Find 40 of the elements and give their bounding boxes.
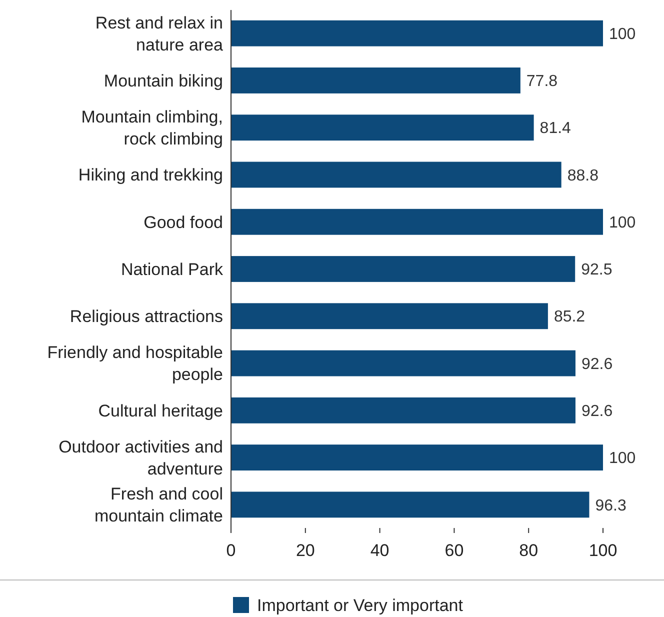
y-tick-label: Hiking and trekking (78, 166, 223, 185)
bar (231, 350, 576, 376)
bar (231, 20, 603, 46)
bar (231, 68, 520, 94)
y-tick-label: Cultural heritage (98, 401, 223, 420)
y-tick-label: Religious attractions (70, 307, 223, 326)
data-label: 77.8 (526, 73, 558, 90)
x-tick-label: 80 (519, 540, 538, 560)
data-label: 100 (609, 450, 636, 468)
x-tick-label: 0 (226, 540, 236, 560)
data-label: 92.6 (581, 356, 613, 373)
y-tick-label: National Park (120, 260, 224, 279)
data-label: 88.8 (567, 167, 599, 184)
bar (231, 114, 534, 141)
x-tick-label: 100 (588, 540, 618, 560)
y-tick-label: Rest and relax in nature area (95, 13, 224, 54)
y-tick-label: Mountain biking (104, 71, 223, 90)
bar (231, 444, 603, 470)
x-tick-label: 40 (370, 540, 390, 560)
bar (231, 492, 590, 518)
data-label: 85.2 (554, 308, 586, 326)
y-tick-label: Outdoor activities and adventure (58, 437, 223, 478)
data-label: 96.3 (595, 497, 626, 514)
data-label: 92.5 (581, 262, 612, 279)
data-label: 100 (609, 26, 636, 43)
bar (231, 256, 576, 282)
x-tick-label: 20 (296, 540, 315, 560)
y-tick-label: Good food (144, 212, 223, 232)
bar (231, 303, 548, 330)
y-tick-label: Mountain climbing, rock climbing (81, 108, 223, 149)
x-tick-label: 60 (444, 540, 464, 560)
data-label: 100 (609, 214, 636, 232)
legend-label: Important or Very important (257, 596, 464, 615)
y-tick-label: Fresh and cool mountain climate (94, 484, 223, 526)
bar (231, 397, 576, 424)
data-label: 81.4 (540, 120, 572, 138)
bar (231, 208, 603, 235)
y-tick-label: Friendly and hospitable people (47, 343, 223, 384)
bar (231, 162, 562, 188)
data-label: 92.6 (581, 403, 613, 420)
